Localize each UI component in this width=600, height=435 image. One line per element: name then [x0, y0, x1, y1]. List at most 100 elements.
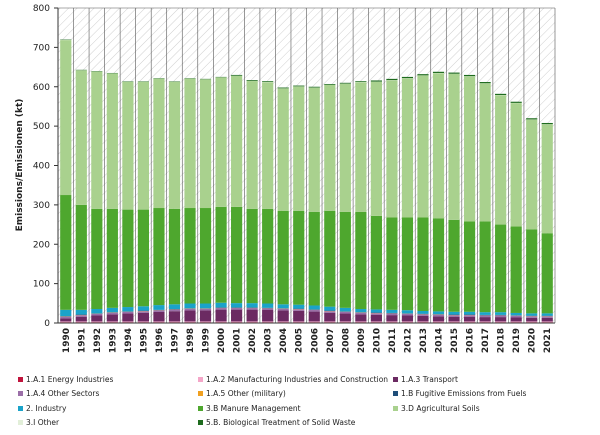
bar-segment	[60, 317, 71, 319]
bar-segment	[340, 83, 351, 84]
bar-segment	[495, 321, 506, 322]
bar-segment	[480, 82, 491, 83]
bar-segment	[91, 314, 102, 316]
bar-segment	[448, 73, 459, 74]
bar-segment	[231, 303, 242, 307]
x-tick-label: 2019	[512, 328, 522, 353]
bar-segment	[184, 304, 195, 309]
bar-segment	[402, 314, 413, 316]
bar-segment	[371, 82, 382, 216]
bar-segment	[107, 74, 118, 209]
bar-segment	[293, 305, 304, 309]
bar-segment	[91, 321, 102, 322]
y-tick-label: 400	[33, 162, 50, 172]
bar-segment	[293, 309, 304, 311]
bar-segment	[200, 321, 211, 322]
x-tick-label: 2007	[326, 328, 336, 353]
bar-segment	[107, 308, 118, 312]
bar-segment	[526, 120, 537, 230]
bar-segment	[340, 308, 351, 312]
bar-segment	[215, 207, 226, 303]
bar-segment	[417, 314, 428, 316]
bar-segment	[480, 316, 491, 318]
bar-segment	[247, 303, 258, 307]
bar-segment	[480, 321, 491, 322]
bar-segment	[153, 310, 164, 312]
bar-segment	[169, 310, 180, 312]
bar-segment	[169, 304, 180, 309]
bar-segment	[60, 195, 71, 310]
bar-segment	[153, 305, 164, 310]
x-tick-label: 1994	[124, 328, 134, 353]
bar-segment	[138, 313, 149, 322]
legend-label: 5.B. Biological Treatment of Solid Waste	[206, 418, 356, 427]
bar-segment	[542, 318, 553, 322]
legend-swatch	[198, 391, 203, 396]
legend-swatch	[198, 377, 203, 382]
bar-segment	[122, 307, 133, 311]
y-tick-label: 0	[44, 319, 50, 329]
bar-segment	[184, 310, 195, 321]
bar-segment	[448, 315, 459, 317]
bar-segment	[511, 321, 522, 322]
bar-segment	[417, 316, 428, 322]
bar-segment	[91, 209, 102, 309]
y-tick-label: 300	[33, 201, 50, 211]
x-tick-label: 2001	[233, 328, 243, 353]
bar-segment	[464, 75, 475, 76]
bar-segment	[153, 79, 164, 208]
bar-segment	[76, 317, 87, 322]
bar-segment	[60, 310, 71, 316]
bar-segment	[495, 316, 506, 318]
x-tick-label: 1995	[139, 328, 149, 353]
bar-segment	[386, 80, 397, 217]
x-tick-label: 2021	[543, 328, 553, 353]
bar-segment	[262, 304, 273, 308]
bar-segment	[526, 321, 537, 322]
bar-segment	[526, 118, 537, 119]
bar-segment	[262, 321, 273, 322]
legend-swatch	[393, 406, 398, 411]
x-tick-label: 1997	[170, 328, 180, 353]
bar-segment	[526, 318, 537, 322]
bar-segment	[417, 217, 428, 311]
x-tick-label: 2014	[435, 328, 445, 353]
bar-segment	[293, 211, 304, 305]
x-tick-label: 1996	[155, 328, 165, 353]
x-tick-label: 2004	[279, 328, 289, 353]
bar-segment	[200, 79, 211, 208]
bar-segment	[433, 311, 444, 314]
bar-segment	[293, 87, 304, 211]
bar-segment	[107, 321, 118, 322]
bar-segment	[340, 312, 351, 314]
bar-segment	[169, 321, 180, 322]
x-tick-label: 1998	[186, 328, 196, 353]
bar-segment	[417, 321, 428, 322]
bar-segment	[324, 313, 335, 322]
bar-segment	[511, 103, 522, 226]
legend-label: 3.I Other	[26, 418, 60, 427]
bar-segment	[293, 86, 304, 87]
bar-segment	[247, 209, 258, 303]
bar-segment	[91, 316, 102, 322]
legend-label: 1.A.2 Manufacturing Industries and Const…	[206, 375, 388, 384]
bar-segment	[371, 80, 382, 81]
bar-segment	[464, 312, 475, 315]
legend-swatch	[393, 391, 398, 396]
bar-segment	[495, 317, 506, 321]
bar-segment	[355, 313, 366, 315]
bar-segment	[402, 77, 413, 78]
bar-segment	[293, 321, 304, 322]
bar-segment	[200, 304, 211, 309]
bar-segment	[371, 315, 382, 322]
bar-segment	[153, 208, 164, 305]
bar-segment	[247, 80, 258, 81]
bar-segment	[402, 310, 413, 313]
bar-segment	[309, 212, 320, 306]
bar-segment	[355, 212, 366, 309]
legend-swatch	[393, 377, 398, 382]
bar-segment	[542, 233, 553, 313]
x-tick-label: 2006	[310, 328, 320, 353]
bar-segment	[278, 304, 289, 308]
